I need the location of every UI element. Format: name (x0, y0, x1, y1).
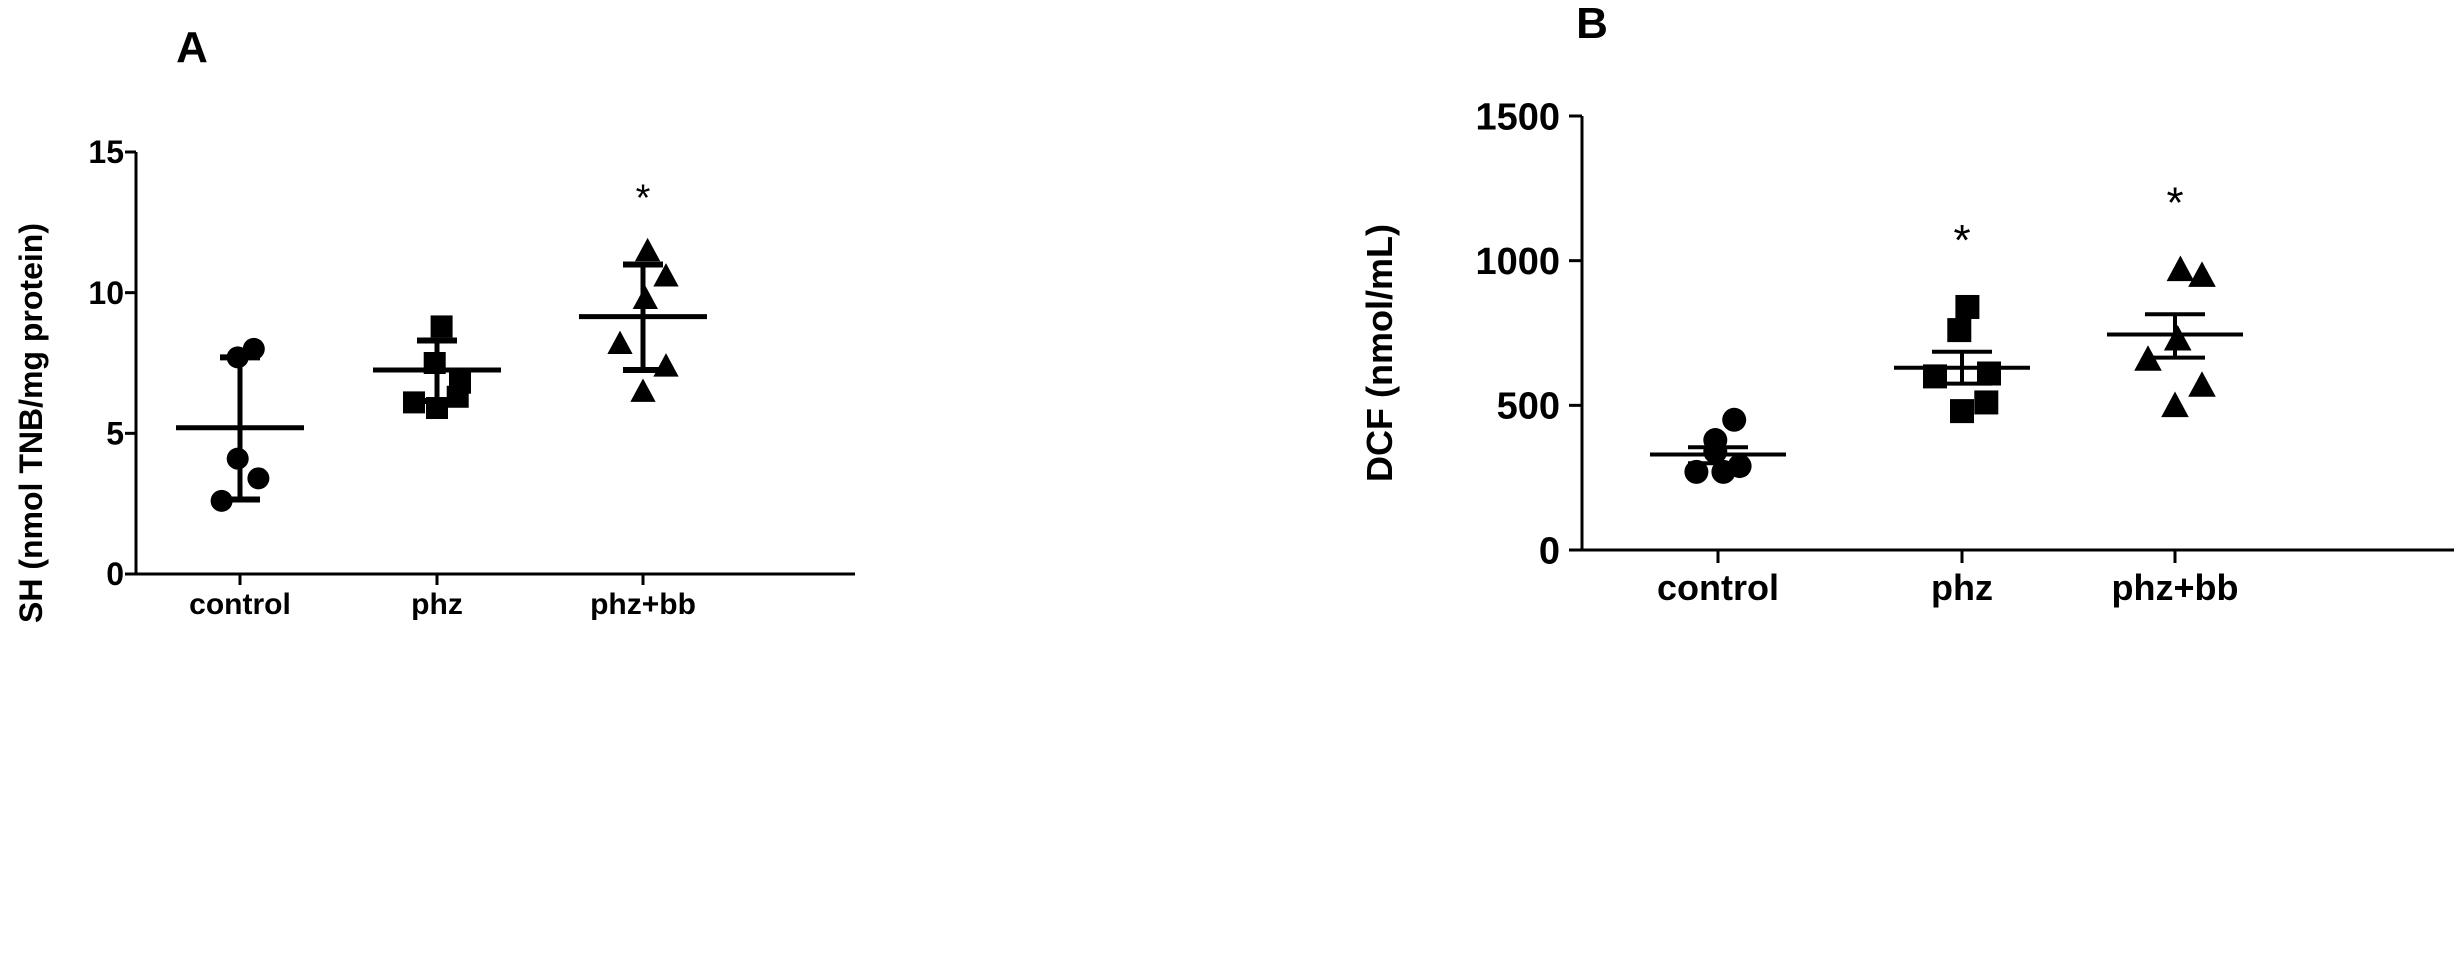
data-point-triangle (2188, 371, 2216, 397)
data-point-square (1950, 399, 1974, 424)
x-tick-label: phz+bb (2112, 567, 2239, 608)
x-tick-label: phz+bb (590, 588, 696, 621)
data-point-square (430, 315, 453, 338)
data-point-square (1974, 390, 1999, 415)
y-tick-label: 5 (106, 416, 124, 452)
y-tick-label: 15 (88, 134, 124, 170)
data-point-square (446, 385, 469, 408)
data-point-triangle (630, 378, 656, 402)
data-point-triangle (607, 330, 633, 355)
y-tick-label: 0 (1539, 530, 1560, 572)
y-axis-title: DCF (nmol/mL) (1359, 224, 1400, 482)
y-tick-label: 10 (88, 275, 124, 311)
data-point-circle (247, 467, 270, 490)
data-point-triangle (2161, 391, 2189, 418)
significance-mark: * (1953, 216, 1970, 265)
data-point-circle (1711, 459, 1736, 484)
data-point-triangle (2166, 255, 2195, 282)
y-tick-label: 1500 (1475, 96, 1560, 138)
x-tick-label: phz (1931, 567, 1993, 608)
data-point-triangle (653, 263, 679, 287)
x-tick-label: control (189, 588, 291, 621)
x-tick-label: phz (411, 588, 463, 621)
significance-mark: * (636, 177, 651, 219)
data-point-triangle (634, 237, 661, 262)
data-point-triangle (653, 353, 679, 377)
y-tick-label: 1000 (1475, 241, 1560, 283)
data-point-triangle (2163, 324, 2192, 351)
data-point-square (1977, 361, 2001, 386)
panel-letter: B (1576, 0, 1608, 48)
y-tick-label: 500 (1497, 386, 1560, 428)
data-point-circle (1684, 459, 1709, 484)
panel-b: B 0 500 1000 1500 control phz phz+bb DCF (nmol/m… (1359, 0, 2454, 608)
panel-letter: A (176, 23, 208, 72)
significance-mark: * (2166, 178, 2183, 227)
data-point-square (403, 391, 425, 414)
x-tick-label: control (1657, 567, 1779, 608)
y-tick-label: 0 (106, 556, 124, 592)
data-point-square (1955, 294, 1980, 319)
data-point-circle (1722, 407, 1747, 432)
y-axis-title: SH (nmol TNB/mg protein) (13, 223, 49, 623)
data-point-square (1947, 318, 1972, 343)
data-point-triangle (2188, 261, 2216, 287)
panel-a: A 0 5 10 15 control phz phz+bb SH (nmol TNB/mg p… (13, 23, 855, 623)
